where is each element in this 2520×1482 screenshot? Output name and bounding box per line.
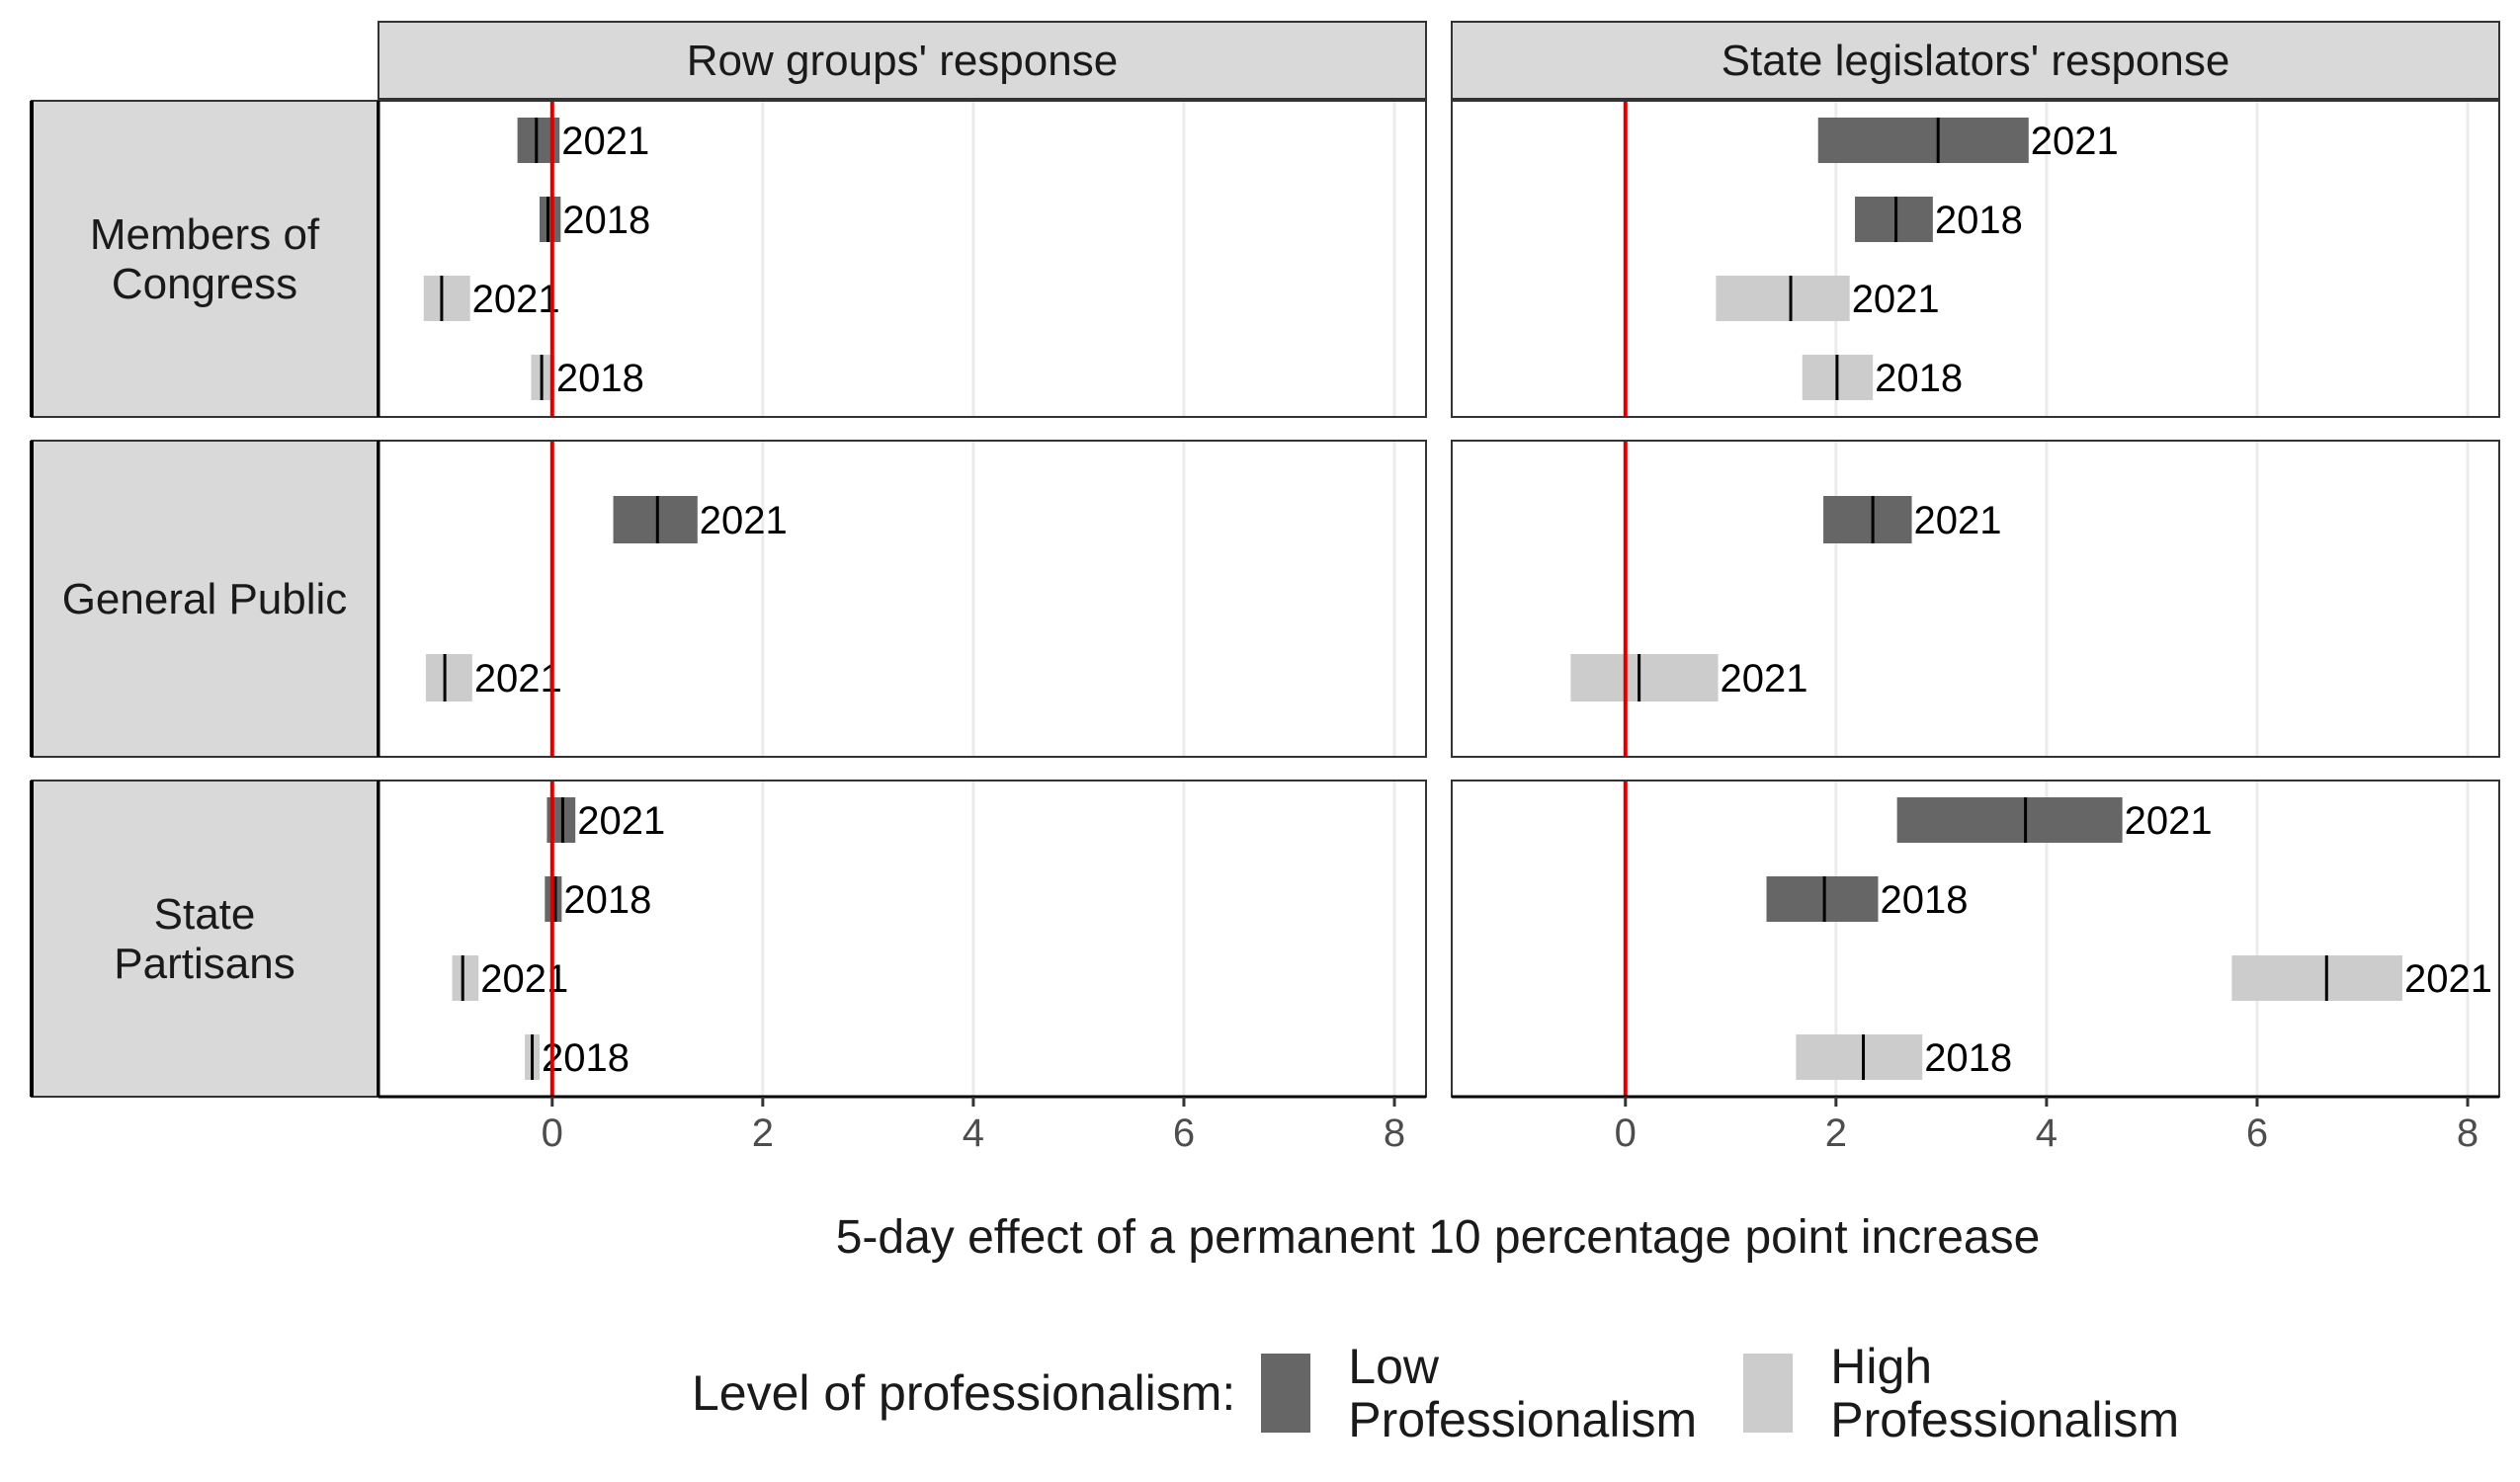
range-bar [613,496,698,543]
bar-year-label: 2018 [562,199,650,242]
row-strip-label-general-public-1: General Public [62,575,348,623]
panel-border-general-public-col2 [1451,440,2500,758]
legend-label-high: High Professionalism [1830,1339,2180,1447]
range-bar [425,654,472,701]
range-bar [1716,276,1850,321]
faceted-range-chart: Row groups' response State legislators' r… [30,21,2500,1155]
x-tick-label: 6 [2246,1112,2268,1155]
bar-year-label: 2021 [2031,120,2119,163]
panel-bg-general-public-col2 [1452,441,2499,757]
row-strip-label-state-partisans-2: Partisans [114,940,294,988]
legend-key-high [1743,1354,1794,1433]
range-bar [452,955,479,1001]
bar-year-label: 2021 [1914,499,2002,542]
x-tick-label: 8 [2457,1112,2478,1155]
range-bar [539,197,561,242]
bar-year-label: 2018 [563,878,651,922]
panel-bg-general-public-col1 [378,441,1426,757]
legend: Level of professionalism: Low Profession… [692,1334,2293,1452]
column-strip-label-1: Row groups' response [687,37,1118,85]
bar-year-label: 2018 [1880,878,1968,922]
x-tick-label: 8 [1384,1112,1405,1155]
range-bar [1766,876,1879,922]
bar-year-label: 2018 [1875,357,1963,400]
x-tick-label: 0 [1615,1112,1637,1155]
bar-year-label: 2021 [1721,657,1808,700]
bar-year-label: 2018 [1935,199,2023,242]
column-strip-label-2: State legislators' response [1722,37,2230,85]
bar-year-label: 2021 [2125,799,2213,843]
x-tick-label: 0 [542,1112,563,1155]
bar-year-label: 2021 [561,120,649,163]
row-strip-label-members-of-congress-1: Members of [90,210,320,259]
bar-year-label: 2018 [556,357,644,400]
bar-year-label: 2018 [542,1036,630,1080]
row-strip-members-of-congress [31,100,378,418]
legend-label-low: Low Professionalism [1348,1339,1698,1447]
bar-year-label: 2021 [474,657,562,700]
legend-item-high: High Professionalism [1743,1340,2186,1446]
bar-year-label: 2021 [1852,278,1940,321]
range-bar [1823,496,1912,543]
row-strip-label-members-of-congress-2: Congress [112,260,297,308]
bar-year-label: 2021 [480,957,568,1001]
bar-year-label: 2021 [472,278,560,321]
row-strip-general-public [31,440,378,758]
x-tick-label: 2 [752,1112,774,1155]
range-bar [1817,118,2029,163]
column-strip-1 [378,21,1427,100]
x-tick-label: 6 [1173,1112,1195,1155]
x-tick-label: 4 [2036,1112,2058,1155]
legend-item-low: Low Professionalism [1261,1340,1704,1446]
range-bar [1796,1034,1923,1080]
bar-year-label: 2018 [1924,1036,2012,1080]
bar-year-label: 2021 [2404,957,2492,1001]
range-bar [1855,197,1933,242]
row-strip-label-state-partisans-1: State [154,890,256,939]
bar-year-label: 2021 [577,799,665,843]
range-bar [2231,955,2402,1001]
x-tick-label: 4 [963,1112,984,1155]
legend-key-low [1261,1354,1311,1433]
range-bar [1570,654,1719,701]
bar-year-label: 2021 [700,499,788,542]
range-bar [423,276,470,321]
x-tick-label: 2 [1825,1112,1847,1155]
x-axis-title: 5-day effect of a permanent 10 percentag… [835,1211,2041,1264]
legend-title: Level of professionalism: [692,1365,1236,1421]
column-strip-2 [1451,21,2500,100]
panel-border-members-of-congress-col2 [1451,100,2500,418]
row-strip-state-partisans [31,780,378,1098]
range-bar [1896,797,2123,843]
